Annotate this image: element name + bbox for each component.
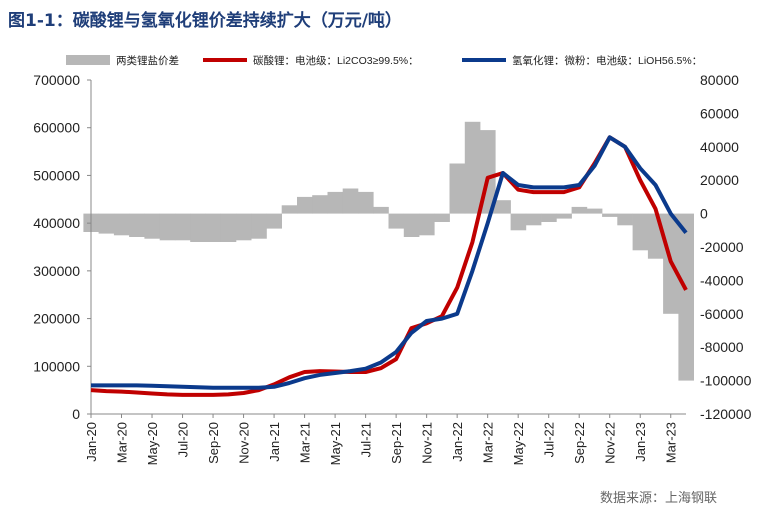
left-tick-label: 700000	[33, 72, 80, 88]
legend-swatch-spread	[66, 55, 110, 65]
right-tick-label: -80000	[700, 339, 744, 355]
x-tick-label: Jan-20	[84, 422, 99, 462]
spread-bar	[434, 213, 450, 222]
spread-bar	[327, 191, 344, 214]
left-tick-label: 400000	[33, 215, 80, 231]
spread-bar	[556, 213, 572, 219]
spread-bar	[113, 213, 130, 236]
spread-bar	[190, 213, 206, 242]
spread-bar	[632, 213, 649, 251]
x-tick-label: Mar-23	[664, 422, 679, 463]
spread-bar	[388, 213, 405, 229]
spread-bar	[525, 213, 542, 226]
x-tick-label: Sep-20	[206, 422, 221, 464]
left-tick-label: 300000	[33, 263, 80, 279]
spread-bar	[358, 191, 374, 214]
spread-bar	[205, 213, 221, 242]
spread-bar	[159, 213, 176, 241]
left-tick-label: 500000	[33, 167, 80, 183]
x-tick-label: Jul-22	[542, 422, 557, 457]
spread-bar	[297, 196, 313, 214]
spread-bar	[495, 200, 511, 214]
x-tick-label: Nov-20	[237, 422, 252, 464]
right-tick-label: -120000	[700, 406, 752, 422]
spread-bar	[403, 213, 420, 237]
x-tick-label: Nov-21	[420, 422, 435, 464]
legend-label: 两类锂盐价差	[116, 54, 179, 67]
chart-title: 图1-1：碳酸锂与氢氧化锂价差持续扩大（万元/吨）	[8, 11, 402, 31]
spread-bar	[98, 213, 115, 234]
left-tick-label: 200000	[33, 311, 80, 327]
x-tick-label: Nov-22	[603, 422, 618, 464]
spread-bar	[342, 188, 359, 214]
spread-bar	[266, 213, 282, 229]
right-tick-label: 40000	[700, 139, 739, 155]
x-tick-label: May-20	[145, 422, 160, 465]
left-tick-label: 600000	[33, 120, 80, 136]
spread-bar	[449, 163, 466, 214]
x-tick-label: Jan-22	[450, 422, 465, 462]
spread-bar	[312, 195, 328, 214]
legend-label: 碳酸锂：电池级：Li2CO3≥99.5%：	[253, 54, 419, 67]
x-tick-label: Mar-22	[481, 422, 496, 463]
x-tick-label: May-22	[511, 422, 526, 465]
right-tick-label: 20000	[700, 172, 739, 188]
spread-bar	[235, 213, 252, 241]
spread-bar	[571, 206, 588, 214]
right-tick-label: -20000	[700, 239, 744, 255]
x-tick-label: Mar-21	[298, 422, 313, 463]
spread-bar	[220, 213, 237, 242]
right-tick-label: 80000	[700, 72, 739, 88]
spread-bar	[617, 213, 633, 226]
x-tick-label: Jan-23	[633, 422, 648, 462]
spread-bar	[586, 208, 603, 214]
spread-bar	[464, 121, 481, 214]
spread-bar	[419, 213, 435, 236]
legend-label: 氢氧化锂：微粉：电池级：LiOH56.5%：	[512, 54, 702, 67]
spread-bar	[602, 213, 618, 217]
spread-bar	[541, 213, 557, 222]
x-tick-label: Mar-20	[115, 422, 130, 463]
spread-bar	[129, 213, 145, 237]
right-tick-label: 0	[700, 206, 708, 222]
x-tick-label: Jan-21	[267, 422, 282, 462]
right-tick-label: -40000	[700, 272, 744, 288]
right-tick-label: 60000	[700, 105, 739, 121]
right-tick-label: -60000	[700, 306, 744, 322]
x-tick-label: May-21	[328, 422, 343, 465]
right-tick-label: -100000	[700, 373, 752, 389]
spread-bar	[678, 213, 694, 381]
spread-bar	[251, 213, 267, 239]
spread-bar	[647, 213, 664, 259]
spread-bar	[144, 213, 160, 239]
source-note: 数据来源：上海钢联	[599, 491, 717, 506]
spread-bar	[281, 205, 298, 214]
x-tick-label: Sep-21	[389, 422, 404, 464]
x-tick-label: Jul-20	[176, 422, 191, 457]
left-tick-label: 100000	[33, 358, 80, 374]
left-tick-label: 0	[72, 406, 80, 422]
x-tick-label: Jul-21	[359, 422, 374, 457]
spread-bar	[510, 213, 527, 231]
x-tick-label: Sep-22	[572, 422, 587, 464]
spread-bar	[174, 213, 191, 241]
spread-bar	[373, 206, 389, 214]
hydroxide-line	[91, 135, 688, 390]
